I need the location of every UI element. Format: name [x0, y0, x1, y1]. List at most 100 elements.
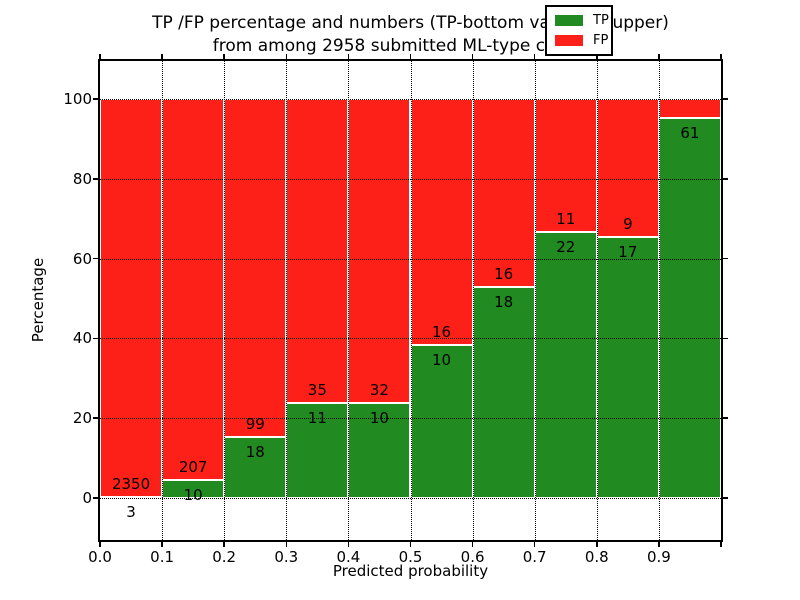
legend-row-tp: TP — [555, 13, 609, 28]
tp-swatch-icon — [555, 15, 583, 26]
horizontal-gridline — [100, 178, 721, 180]
fp-swatch-icon — [555, 35, 583, 46]
legend-row-fp: FP — [555, 33, 608, 48]
tp-count-label: 18 — [494, 292, 514, 311]
chart-title: TP /FP percentage and numbers (TP-bottom… — [100, 12, 721, 58]
fp-bar-segment — [410, 99, 473, 345]
y-tick-label: 20 — [72, 409, 92, 428]
chart-title-line1: TP /FP percentage and numbers (TP-bottom… — [152, 13, 669, 33]
fp-count-label: 207 — [178, 457, 208, 476]
tp-count-label: 18 — [245, 442, 265, 461]
chart-title-line2: from among 2958 submitted ML-type contac… — [212, 36, 609, 56]
fp-count-label: 99 — [245, 414, 265, 433]
vertical-gridline — [162, 61, 164, 540]
tp-count-label: 17 — [618, 243, 638, 262]
fp-bar-segment — [224, 99, 287, 437]
legend: TP FP — [545, 5, 613, 56]
fp-bar-segment — [286, 99, 349, 403]
x-tick-label: 0.4 — [336, 548, 361, 566]
x-axis-label: Predicted probability — [332, 562, 489, 580]
tp-count-label: 10 — [183, 485, 203, 504]
horizontal-gridline — [100, 99, 721, 100]
y-tick-mark — [723, 417, 728, 419]
x-tick-label: 0.6 — [460, 548, 485, 566]
fp-bar-segment — [348, 99, 411, 403]
y-tick-mark — [723, 497, 728, 499]
vertical-gridline — [658, 61, 660, 540]
x-tick-mark — [409, 54, 412, 59]
x-tick-mark — [223, 542, 225, 547]
fp-count-label: 9 — [623, 215, 633, 234]
vertical-gridline — [410, 61, 412, 540]
y-tick-mark — [723, 98, 728, 100]
vertical-gridline — [286, 61, 288, 540]
tp-count-label: 61 — [680, 123, 700, 142]
x-tick-mark — [99, 54, 101, 59]
tp-bar-segment — [472, 286, 535, 498]
y-tick-mark — [723, 337, 728, 340]
tp-bar-segment — [596, 237, 659, 498]
horizontal-gridline — [100, 338, 721, 340]
legend-label-tp: TP — [593, 13, 609, 28]
fp-bar-segment — [534, 99, 597, 232]
y-tick-label: 0 — [82, 489, 92, 507]
tp-count-label: 3 — [126, 503, 136, 522]
y-tick-label: 100 — [63, 90, 92, 108]
y-tick-mark — [93, 417, 98, 419]
legend-label-fp: FP — [593, 33, 609, 48]
horizontal-gridline — [100, 258, 721, 260]
y-tick-mark — [93, 257, 98, 260]
vertical-gridline — [534, 61, 536, 540]
fp-count-label: 16 — [432, 322, 452, 341]
fp-bar-segment — [100, 99, 163, 498]
tp-count-label: 10 — [432, 350, 452, 369]
x-tick-mark — [720, 54, 722, 59]
x-tick-mark — [533, 542, 536, 547]
x-tick-mark — [533, 54, 536, 59]
fp-count-label: 32 — [369, 381, 389, 399]
tp-bar-segment — [224, 436, 287, 498]
x-tick-mark — [720, 542, 722, 547]
y-tick-label: 40 — [72, 329, 92, 348]
x-tick-label: 0.2 — [212, 548, 237, 566]
x-tick-mark — [285, 542, 288, 547]
x-tick-mark — [223, 54, 225, 59]
x-tick-mark — [596, 542, 598, 547]
x-tick-label: 0.9 — [646, 548, 671, 566]
y-tick-label: 80 — [72, 169, 92, 188]
vertical-gridline — [596, 61, 598, 540]
tp-bar-segment — [534, 232, 597, 498]
x-tick-mark — [471, 54, 474, 59]
fp-bar-segment — [162, 99, 225, 480]
fp-bar-segment — [658, 99, 721, 118]
fp-count-label: 11 — [556, 210, 576, 228]
x-tick-mark — [596, 54, 598, 59]
y-tick-mark — [723, 257, 728, 260]
x-tick-mark — [347, 54, 350, 59]
tp-count-label: 11 — [307, 408, 327, 427]
fp-count-label: 35 — [307, 380, 327, 399]
tp-count-label: 22 — [556, 238, 576, 256]
x-tick-label: 0.5 — [398, 548, 423, 566]
vertical-gridline — [224, 61, 226, 540]
y-tick-mark — [93, 337, 98, 340]
x-tick-mark — [347, 542, 350, 547]
x-tick-label: 0.0 — [88, 548, 112, 566]
x-tick-mark — [285, 54, 288, 59]
vertical-gridline — [472, 61, 474, 540]
x-tick-mark — [161, 542, 163, 547]
x-tick-label: 0.1 — [150, 548, 175, 566]
x-tick-label: 0.3 — [274, 548, 299, 566]
horizontal-gridline — [100, 418, 721, 420]
y-tick-mark — [93, 178, 98, 180]
x-tick-mark — [99, 542, 101, 547]
horizontal-gridline — [100, 498, 721, 499]
x-tick-mark — [471, 542, 474, 547]
vertical-gridline — [348, 61, 350, 540]
fp-count-label: 16 — [494, 264, 514, 283]
plot-area: 2350 3 207 10 99 18 35 11 32 10 16 10 16 18 11 22 9 17 61 — [100, 61, 721, 540]
x-tick-label: 0.7 — [522, 548, 547, 566]
x-tick-mark — [658, 542, 660, 547]
y-tick-label: 60 — [72, 249, 92, 268]
